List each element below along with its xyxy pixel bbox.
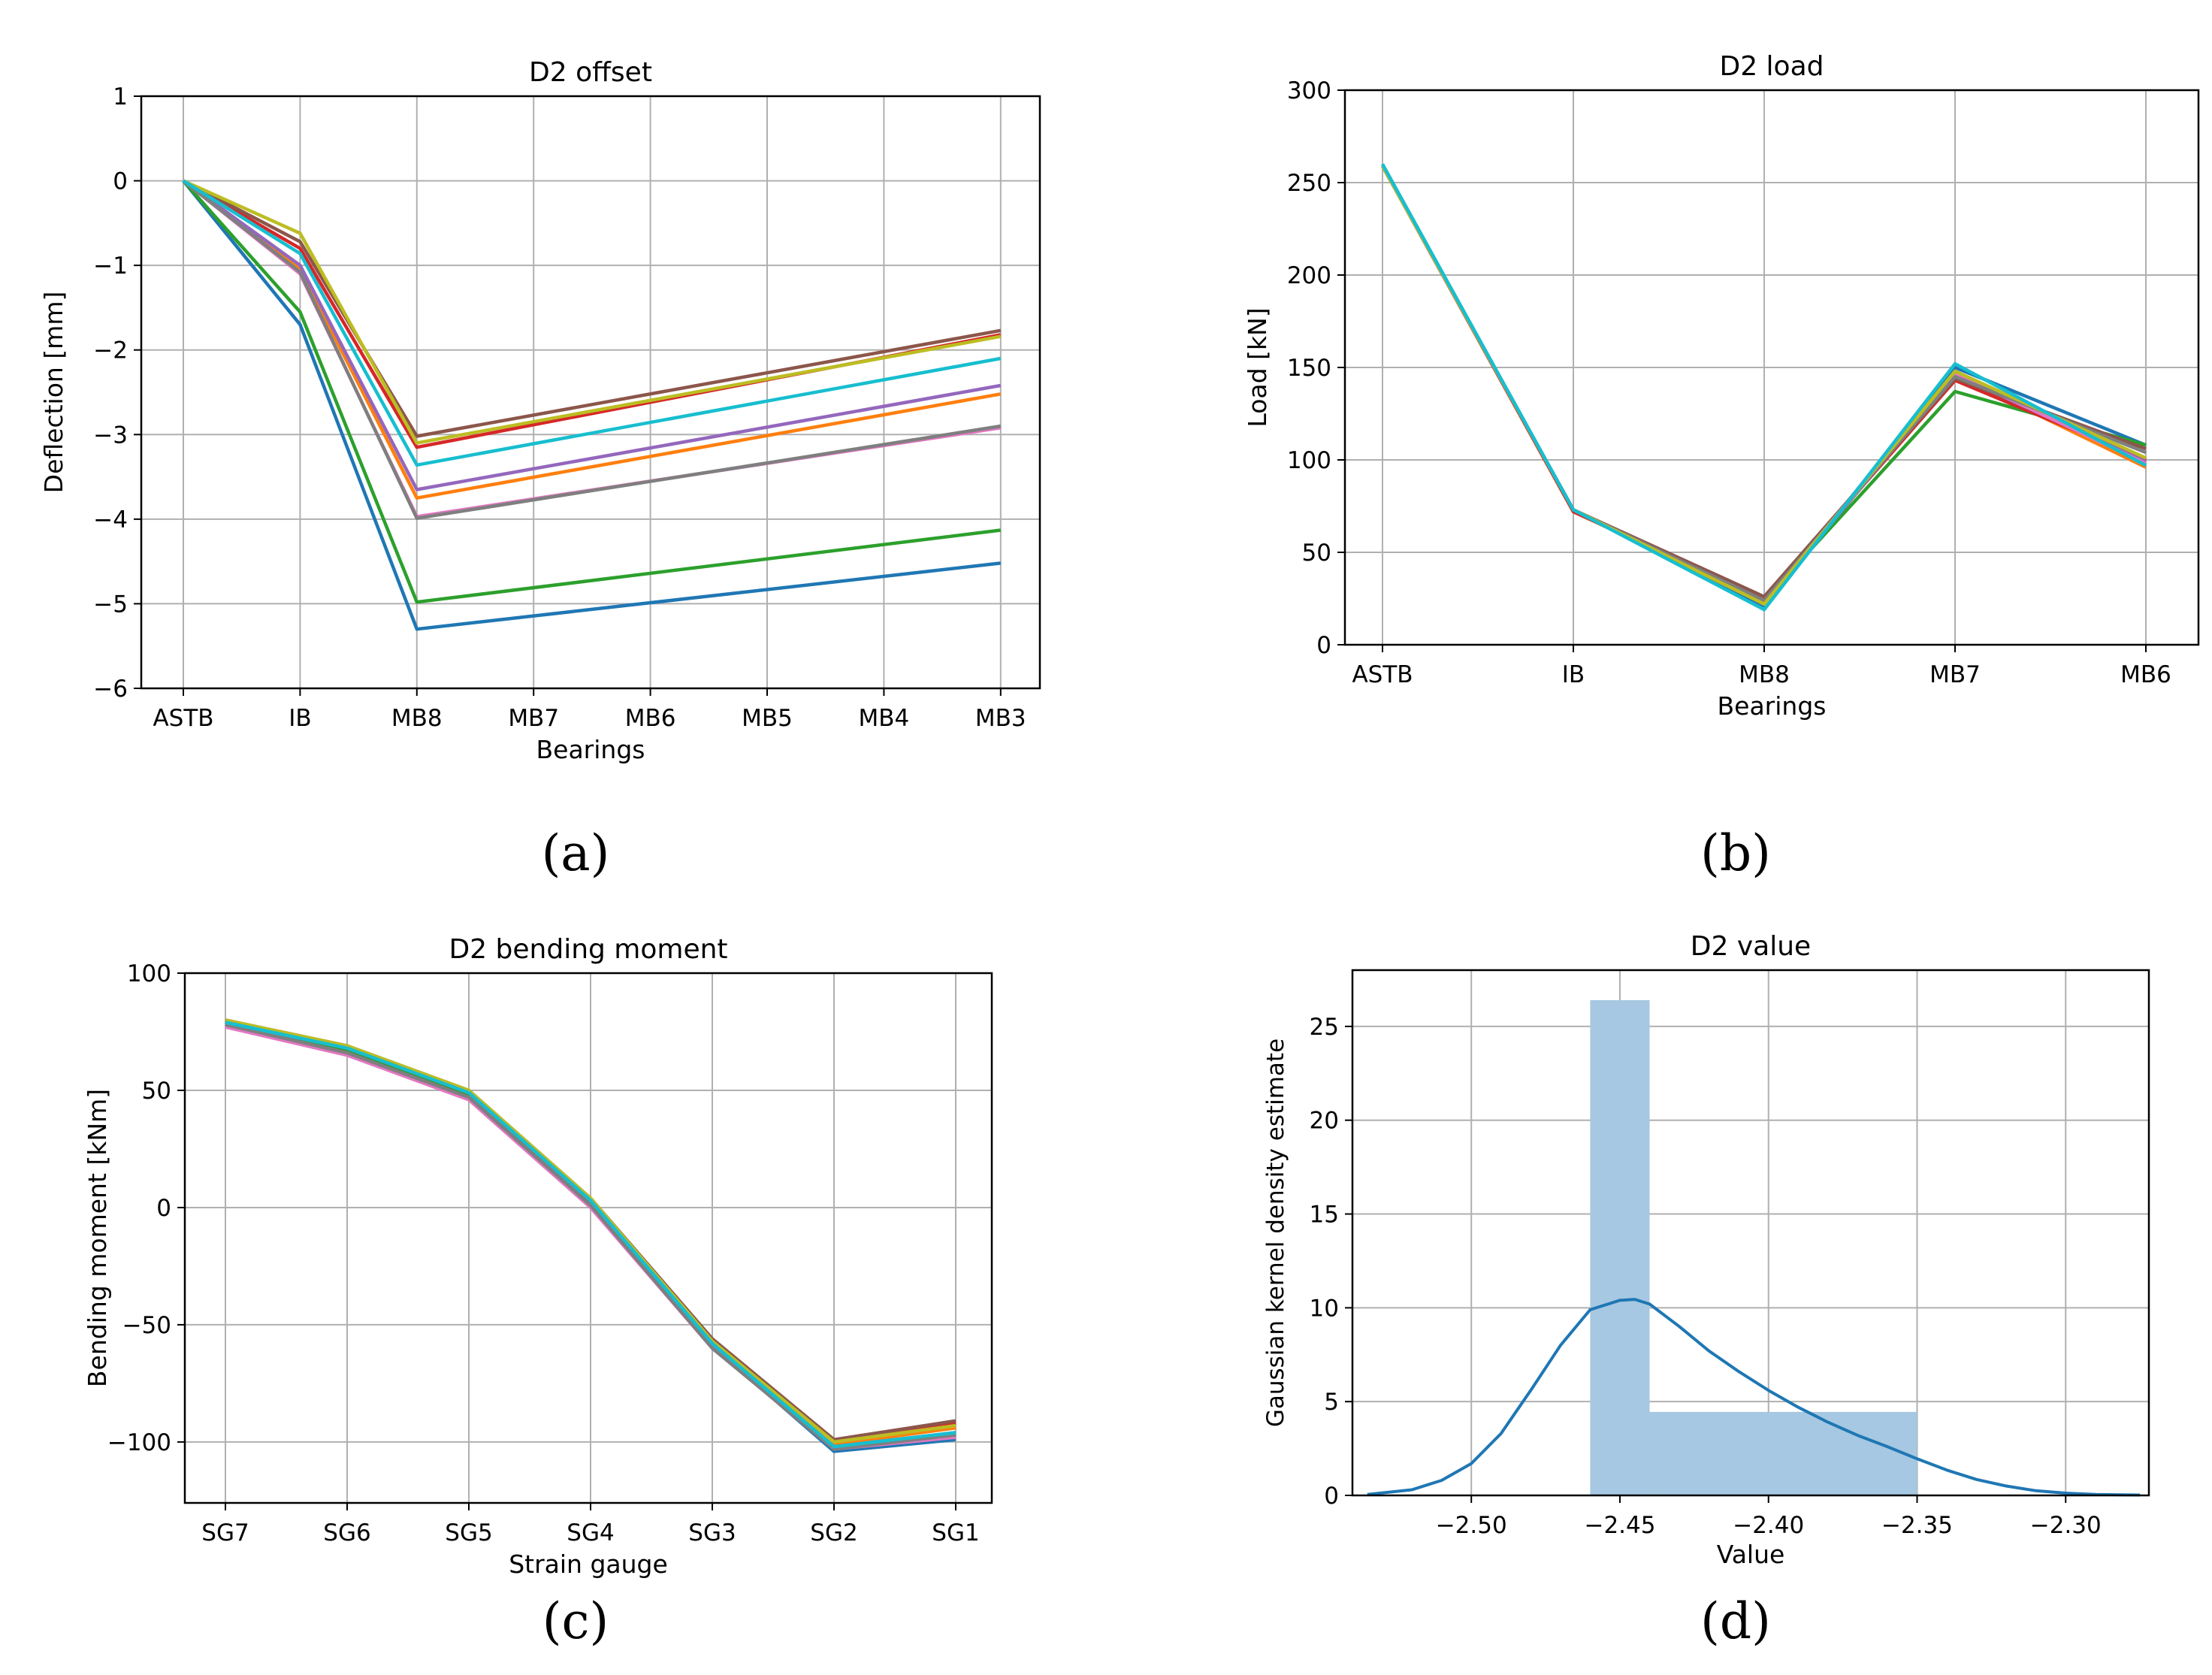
a-xtick-label: ASTB (153, 705, 213, 732)
a-xtick-label: IB (289, 705, 311, 732)
c-xtick-label: SG4 (567, 1519, 614, 1547)
b-chart-title: D2 load (1719, 51, 1824, 82)
b-x-axis-label: Bearings (1718, 691, 1827, 721)
c-y-axis-label: Bending moment [kNm] (83, 1089, 112, 1387)
c-chart-title: D2 bending moment (449, 934, 727, 965)
a-ytick-label: −5 (93, 591, 128, 618)
a-series-line (182, 179, 1002, 520)
c-series-line (225, 1018, 956, 1444)
b-ytick-label: 0 (1316, 632, 1331, 659)
d-xtick-label: −2.30 (2030, 1512, 2102, 1539)
a-xtick-label: MB7 (508, 705, 559, 732)
a-series-line (182, 179, 1002, 467)
d-ytick-label: 25 (1310, 1014, 1339, 1041)
c-axes-frame (183, 972, 993, 1504)
d-histogram-bar (1590, 999, 1650, 1495)
d-histogram-bar (1649, 1411, 1917, 1495)
d-kde-curve (1367, 1298, 2141, 1497)
a-xtick-label: MB4 (859, 705, 910, 732)
a-series-line (183, 179, 1002, 445)
c-ytick-label: −50 (122, 1312, 171, 1339)
a-ytick-label: −3 (93, 422, 128, 449)
b-xtick-label: ASTB (1352, 661, 1413, 688)
c-x-axis-label: Strain gauge (509, 1550, 668, 1579)
a-series-line (182, 179, 1002, 491)
panel-b-load-chart: 0 50 100 150 200 250 300 ASTB IB MB8 MB7 MB6 D2 load… (1243, 51, 2200, 721)
a-ytick-label: −2 (93, 337, 128, 364)
b-xtick-label: MB8 (1739, 661, 1790, 688)
b-xtick-label: IB (1562, 661, 1585, 688)
a-axes-frame (140, 95, 1041, 690)
b-ytick-label: 250 (1287, 170, 1331, 197)
a-series-line (182, 180, 1002, 604)
d-xtick-label: −2.35 (1881, 1512, 1953, 1539)
b-ytick-label: 300 (1287, 77, 1331, 104)
b-y-axis-label: Load [kN] (1243, 307, 1272, 427)
d-xtick-label: −2.40 (1733, 1512, 1804, 1539)
c-ytick-label: −100 (107, 1429, 171, 1456)
c-xtick-label: SG7 (201, 1519, 249, 1547)
d-ytick-label: 0 (1324, 1483, 1339, 1510)
d-chart-title: D2 value (1691, 931, 1811, 962)
b-ytick-label: 150 (1287, 355, 1331, 382)
c-ytick-label: 0 (156, 1195, 171, 1222)
c-series-line (225, 1020, 956, 1449)
b-series-line (1381, 163, 2147, 612)
a-xtick-label: MB3 (975, 705, 1026, 732)
c-series-line (225, 1023, 956, 1451)
d-axes-frame (1351, 969, 2150, 1497)
caption-d: (d) (1700, 1592, 1771, 1650)
a-chart-title: D2 offset (529, 57, 652, 88)
b-ytick-label: 100 (1287, 447, 1331, 474)
c-ytick-label: 50 (142, 1078, 171, 1105)
d-xtick-label: −2.45 (1584, 1512, 1655, 1539)
a-xtick-label: MB6 (625, 705, 676, 732)
a-ytick-label: −6 (93, 676, 128, 703)
b-ytick-label: 50 (1302, 540, 1331, 567)
caption-c: (c) (542, 1592, 609, 1650)
c-xtick-label: SG2 (810, 1519, 857, 1547)
a-x-axis-label: Bearings (536, 735, 645, 764)
b-xtick-label: MB6 (2120, 661, 2171, 688)
panel-c-bending-moment-chart: 100 50 0 −50 −100 SG7 SG6 SG5 SG4 SG3 SG2 SG1 D2 ben… (83, 934, 993, 1579)
d-x-axis-label: Value (1717, 1540, 1785, 1569)
d-ytick-label: 20 (1310, 1108, 1339, 1135)
panel-d-density-chart: 0 5 10 15 20 25 −2.50 −2.45 −2.40 −2.35 −2.30 D2 va… (1262, 931, 2150, 1569)
c-xtick-label: SG3 (688, 1519, 736, 1547)
panel-a-deflection-chart: 1 0 −1 −2 −3 −4 −5 −6 ASTB IB MB8 MB7 MB6 MB5 MB4 MB3 D2… (39, 57, 1041, 764)
b-ytick-label: 200 (1287, 262, 1331, 289)
d-y-axis-label: Gaussian kernel density estimate (1262, 1039, 1289, 1427)
c-ytick-label: 100 (127, 960, 171, 987)
d-ytick-label: 15 (1310, 1202, 1339, 1229)
b-axes-frame (1343, 89, 2200, 646)
a-series-line (182, 180, 1002, 631)
c-xtick-label: SG6 (323, 1519, 370, 1547)
a-xtick-label: MB5 (742, 705, 793, 732)
d-xtick-label: −2.50 (1436, 1512, 1507, 1539)
a-ytick-label: 1 (113, 83, 128, 110)
a-ytick-label: 0 (113, 168, 128, 195)
a-ytick-label: −1 (93, 252, 128, 280)
b-xtick-label: MB7 (1929, 661, 1981, 688)
d-ytick-label: 5 (1324, 1389, 1339, 1416)
c-xtick-label: SG5 (445, 1519, 492, 1547)
caption-b: (b) (1700, 824, 1771, 882)
a-y-axis-label: Deflection [mm] (39, 292, 68, 494)
d-ytick-label: 10 (1310, 1295, 1339, 1322)
a-ytick-label: −4 (93, 506, 128, 534)
a-xtick-label: MB8 (391, 705, 443, 732)
caption-a: (a) (542, 824, 610, 882)
c-xtick-label: SG1 (932, 1519, 979, 1547)
